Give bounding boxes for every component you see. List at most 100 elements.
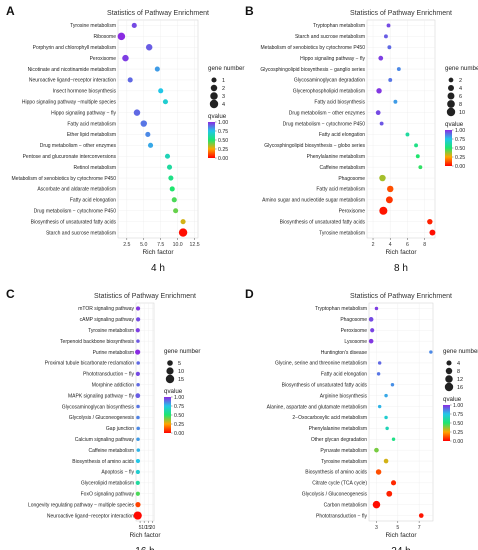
data-point [414, 143, 419, 148]
color-legend-title: qvalue [164, 388, 183, 395]
x-tick-label: 5 [396, 525, 399, 531]
category-label: Glycosaminoglycan biosynthesis [62, 404, 135, 410]
panel-letter: B [245, 4, 254, 18]
color-legend-bar [443, 405, 450, 441]
category-label: Phenylalanine metabolism [309, 426, 367, 432]
plot-area [135, 302, 155, 522]
color-legend-bar [164, 397, 171, 433]
data-point [386, 23, 391, 28]
category-label: Arginine biosynthesis [320, 393, 368, 399]
data-point [162, 99, 169, 105]
category-label: Tryptophan metabolism [313, 23, 365, 29]
category-label: Tyrosine metabolism [321, 459, 367, 465]
data-point [386, 490, 393, 497]
data-point [136, 426, 140, 431]
data-point [384, 393, 388, 398]
size-legend-symbol [445, 367, 453, 375]
category-label: Peroxisome [341, 328, 368, 334]
data-point [135, 480, 140, 485]
data-point [135, 458, 141, 464]
data-point [376, 88, 382, 94]
data-point [135, 349, 141, 355]
data-point [173, 208, 179, 214]
size-legend-label: 2 [459, 78, 462, 84]
category-label: Fatty acid metabolism [67, 121, 116, 127]
category-label: Glycosaminoglycan degradation [294, 78, 365, 84]
x-tick-label: 15 [145, 525, 151, 531]
data-point [133, 511, 142, 520]
category-label: Pyruvate metabolism [320, 448, 367, 454]
data-point [391, 437, 396, 441]
category-label: Drug metabolism − cytochrome P450 [34, 208, 117, 214]
data-point [166, 164, 173, 170]
color-legend-label: 0.25 [218, 147, 228, 153]
size-legend-symbol [210, 84, 218, 92]
plot-area [368, 302, 434, 522]
category-label: Glycosphingolipid biosynthesis − ganglio… [260, 67, 365, 73]
category-label: Caffeine metabolism [89, 448, 135, 454]
color-legend-label: 0.75 [455, 137, 465, 143]
category-label: Ether lipid metabolism [67, 132, 116, 138]
data-point [122, 54, 129, 62]
data-point [385, 196, 393, 204]
x-tick-label: 4 [389, 242, 392, 248]
data-point [180, 219, 186, 225]
category-label: Starch and sucrose metabolism [46, 230, 116, 236]
category-label: Citrate cycle (TCA cycle) [312, 481, 367, 487]
category-label: Tyrosine metabolism [319, 230, 365, 236]
panel-letter: A [6, 4, 15, 18]
category-label: Fatty acid elongation [70, 198, 116, 204]
size-legend-title: gene number [208, 65, 244, 72]
x-tick-label: 7 [418, 525, 421, 531]
data-point [135, 306, 141, 311]
category-label: Hippo signaling pathway − fly [51, 110, 116, 116]
data-point [405, 132, 410, 137]
size-legend-symbol [447, 92, 455, 100]
color-legend-title: qvalue [443, 396, 462, 403]
panel-letter: D [245, 287, 254, 301]
size-legend-label: 10 [178, 369, 184, 375]
category-label: Peroxisome [339, 208, 366, 214]
chart-title: Statistics of Pathway Enrichment [350, 10, 452, 17]
size-legend-symbol [448, 85, 454, 91]
data-point [375, 469, 382, 475]
category-label: cAMP signaling pathway [80, 317, 135, 323]
data-point [396, 67, 401, 71]
data-point [387, 185, 394, 193]
data-point [171, 197, 177, 203]
category-label: Porphyrin and chlorophyll metabolism [33, 45, 116, 51]
data-point [135, 328, 140, 333]
size-legend-symbol [209, 99, 219, 109]
chart-title: Statistics of Pathway Enrichment [94, 293, 196, 300]
category-label: Huntington's disease [321, 350, 367, 356]
category-label: Ribosome [93, 34, 116, 40]
color-legend-bar [208, 122, 215, 158]
data-point [135, 491, 140, 496]
data-point [136, 361, 140, 365]
category-label: Carbon metabolism [324, 502, 367, 508]
color-legend-title: qvalue [445, 121, 464, 128]
category-label: Ascorbate and aldarate metabolism [37, 187, 116, 193]
data-point [390, 383, 395, 387]
size-legend-symbol [165, 374, 175, 384]
category-label: Drug metabolism − other enzymes [289, 110, 366, 116]
size-legend-label: 1 [222, 78, 225, 84]
data-point [136, 437, 140, 442]
size-legend-symbol [210, 92, 218, 100]
x-tick-label: 2.5 [123, 242, 130, 248]
x-tick-label: 3 [375, 525, 378, 531]
data-point [383, 34, 388, 39]
size-legend-label: 8 [459, 102, 462, 108]
x-tick-label: 8 [423, 242, 426, 248]
data-point [387, 45, 392, 50]
category-label: Retinol metabolism [73, 165, 116, 171]
color-legend-bar [445, 130, 452, 166]
category-label: Hippo signaling pathway − fly [300, 56, 365, 62]
category-label: Amino sugar and nucleotide sugar metabol… [262, 198, 365, 204]
category-label: Longevity regulating pathway − multiple … [28, 502, 135, 508]
data-point [372, 500, 381, 509]
size-legend-label: 2 [222, 86, 225, 92]
category-label: Fatty acid biosynthesis [314, 99, 365, 105]
category-label: Calcium signaling pathway [75, 437, 135, 443]
